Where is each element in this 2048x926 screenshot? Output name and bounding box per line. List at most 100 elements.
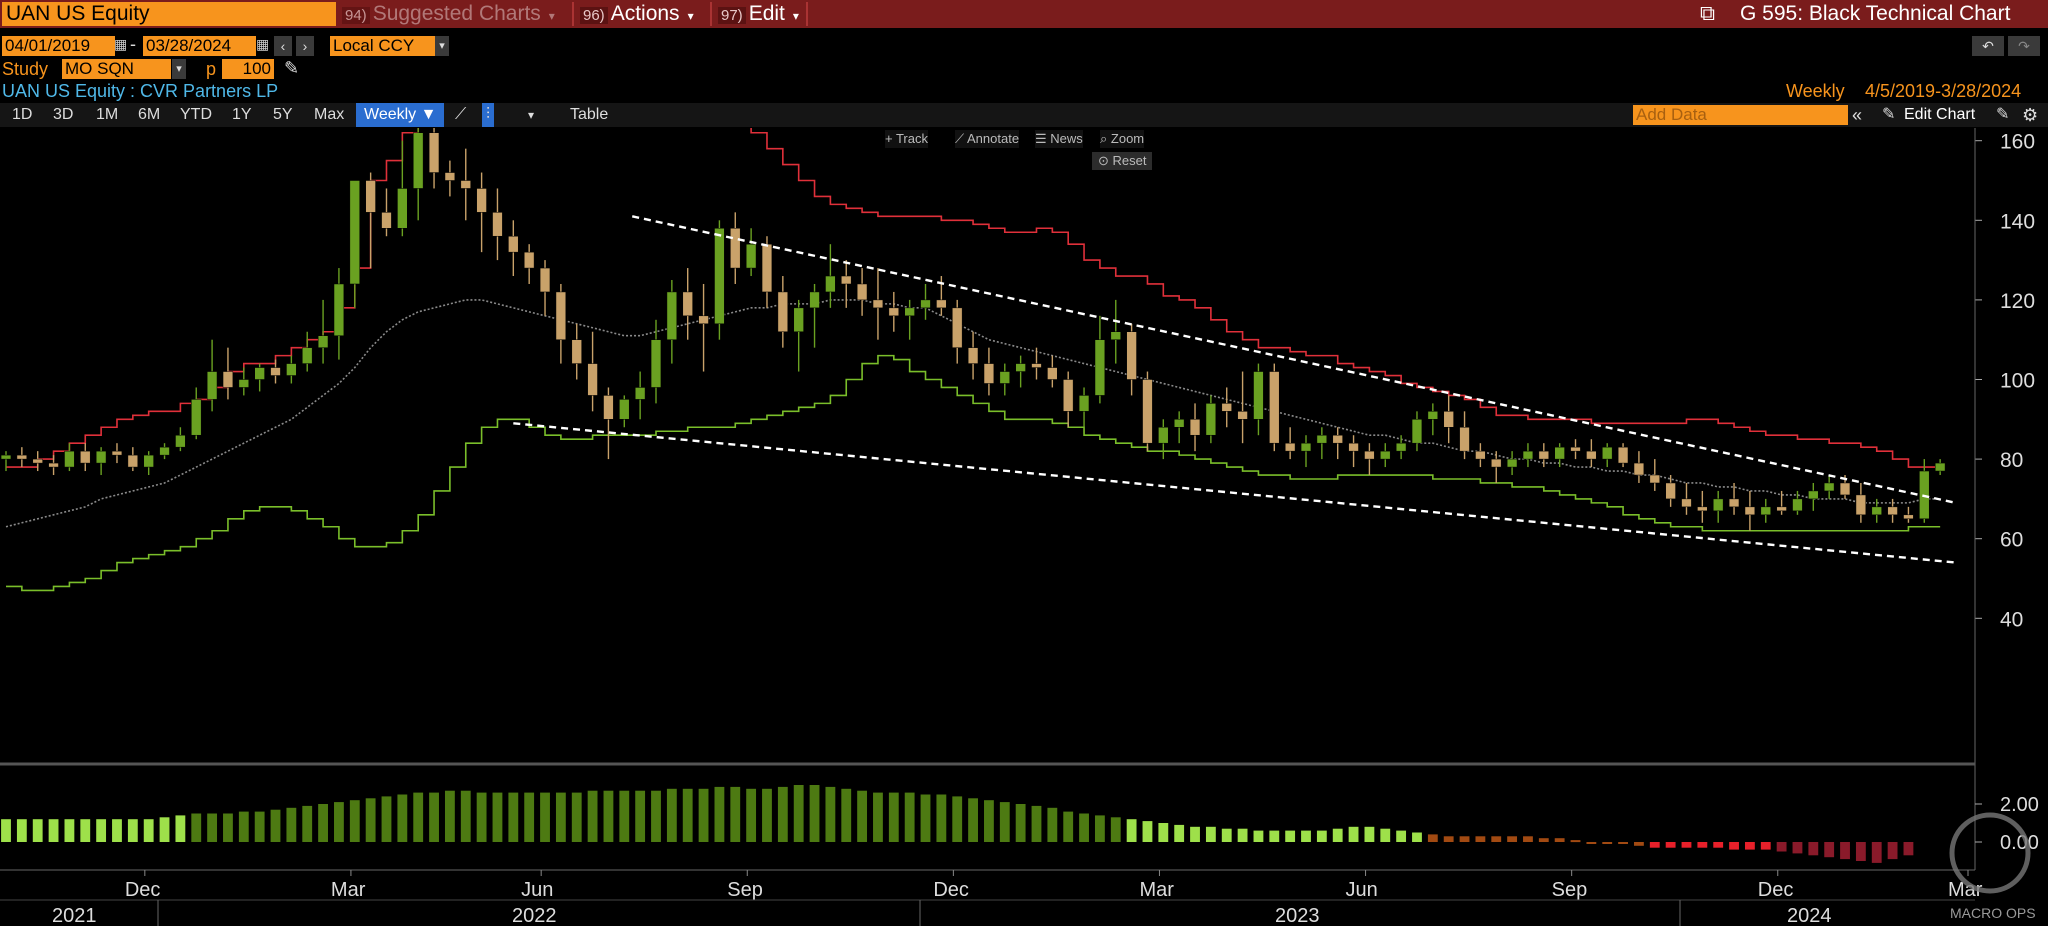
reset-button[interactable]: ⊙ Reset: [1092, 152, 1153, 170]
zoom-tool[interactable]: ⌕ Zoom: [1100, 130, 1145, 148]
redo-icon[interactable]: ↷: [2008, 36, 2040, 56]
candle-body: [159, 446, 170, 456]
candle-body: [666, 291, 678, 340]
calendar-icon[interactable]: ▦: [256, 36, 270, 52]
candle-body: [444, 172, 456, 181]
table-button[interactable]: Table: [570, 106, 609, 123]
line-chart-icon[interactable]: ⟋: [455, 106, 467, 123]
edit-chart-button[interactable]: Edit Chart: [1904, 106, 1976, 123]
pencil-icon[interactable]: ✎: [284, 58, 300, 78]
candle-body: [1142, 379, 1153, 444]
candle-body: [1031, 363, 1042, 368]
start-date-field[interactable]: 04/01/2019: [2, 36, 115, 56]
candle-body: [967, 347, 979, 364]
histogram-bar: [1158, 823, 1169, 842]
period-max[interactable]: Max: [314, 106, 345, 123]
add-data-input[interactable]: Add Data: [1633, 105, 1848, 125]
histogram-bar: [746, 788, 757, 842]
study-tick-label: 2.00: [2000, 794, 2039, 816]
p-input[interactable]: 100: [222, 59, 274, 79]
price-axis: 406080100120140160180: [1974, 128, 2035, 870]
pencil-box-icon[interactable]: ✎: [1996, 106, 2010, 123]
pencil-icon[interactable]: ✎: [1882, 106, 1896, 123]
period-5y[interactable]: 5Y: [273, 106, 293, 123]
gear-icon[interactable]: ⚙: [2022, 105, 2039, 125]
collapse-icon[interactable]: «: [1852, 105, 1863, 125]
period-1y[interactable]: 1Y: [232, 106, 252, 123]
period-1m[interactable]: 1M: [96, 106, 119, 123]
period-ytd[interactable]: YTD: [180, 106, 212, 123]
histogram-bar: [1681, 842, 1692, 848]
histogram-bar: [619, 790, 630, 842]
histogram-bar: [1903, 842, 1914, 856]
candle-body: [539, 267, 551, 293]
candle-body: [1158, 427, 1169, 444]
histogram-bar: [397, 794, 408, 842]
undo-icon[interactable]: ↶: [1972, 36, 2004, 56]
track-tool[interactable]: + Track: [885, 130, 928, 148]
launch-icon[interactable]: ⧉: [1700, 2, 1715, 25]
candle-body: [460, 180, 471, 189]
end-date-field[interactable]: 03/28/2024: [143, 36, 256, 56]
chevron-down-icon: ▾: [548, 9, 555, 23]
news-icon: ☰: [1035, 131, 1051, 146]
watermark-text: MACRO OPS: [1950, 905, 2036, 921]
time-axis: Dec Mar Jun Sep Dec Mar Jun Sep Dec Mar 2021 2022 20…: [0, 869, 1983, 926]
chevron-down-icon[interactable]: ▾: [528, 108, 535, 122]
histogram-bar: [1554, 838, 1565, 842]
histogram-bar: [825, 786, 836, 842]
histogram-bar: [444, 790, 455, 842]
candle-body: [254, 367, 265, 380]
currency-select[interactable]: Local CCY: [330, 36, 438, 56]
histogram-bar: [1142, 821, 1153, 842]
candle-body: [1887, 506, 1898, 516]
histogram-bar: [1443, 836, 1454, 842]
histogram-bar: [1649, 842, 1660, 848]
price-tick-label: 160: [2000, 131, 2035, 154]
candle-body: [1475, 450, 1486, 460]
histogram-bar: [476, 792, 487, 842]
period-3d[interactable]: 3D: [53, 106, 74, 123]
candle-body: [888, 307, 899, 317]
year-label: 2024: [1787, 905, 1832, 926]
histogram-bar: [1887, 842, 1898, 860]
frequency-button[interactable]: Weekly ▼: [356, 103, 445, 127]
annotate-tool[interactable]: ⟋ Annotate: [955, 130, 1020, 148]
histogram-bar: [936, 794, 947, 842]
month-label: Jun: [1346, 879, 1378, 901]
edit-menu[interactable]: 97) Edit ▾: [718, 2, 799, 26]
histogram-bar: [1015, 804, 1026, 842]
candle-body: [1522, 450, 1534, 460]
candle-body: [1395, 442, 1407, 452]
candle-body: [1681, 498, 1692, 508]
prev-period-button[interactable]: ‹: [274, 36, 292, 56]
histogram-bar: [1744, 842, 1755, 850]
histogram-bar: [349, 800, 360, 842]
ticker-field[interactable]: UAN US Equity: [2, 2, 336, 26]
month-label: Mar: [1139, 879, 1174, 901]
histogram-bar: [1792, 842, 1803, 854]
histogram-bar: [112, 819, 122, 842]
suggested-charts-menu[interactable]: 94) Suggested Charts ▾: [342, 2, 555, 26]
period-6m[interactable]: 6M: [138, 106, 161, 123]
actions-num: 96): [580, 7, 608, 24]
candlestick-icon[interactable]: ⫶: [482, 103, 495, 127]
histogram-bar: [1412, 832, 1422, 842]
chart-title: G 595: Black Technical Chart: [1740, 2, 2011, 25]
price-chart[interactable]: 406080100120140160180 2.000.00 DecMarJun…: [0, 128, 2048, 926]
chevron-down-icon[interactable]: ▾: [435, 36, 449, 56]
date-range-label: 4/5/2019-3/28/2024: [1865, 81, 2022, 101]
histogram-bar: [413, 792, 424, 842]
calendar-icon[interactable]: ▦: [114, 36, 128, 52]
actions-menu[interactable]: 96) Actions ▾: [580, 2, 694, 26]
next-period-button[interactable]: ›: [296, 36, 314, 56]
news-tool[interactable]: ☰ News: [1035, 130, 1083, 148]
study-select[interactable]: MO SQN: [62, 59, 171, 79]
histogram-bar: [873, 792, 883, 842]
candle-body: [492, 212, 503, 237]
histogram-bar: [1507, 836, 1518, 842]
period-1d[interactable]: 1D: [12, 106, 33, 123]
chevron-down-icon[interactable]: ▾: [172, 59, 186, 79]
histogram-bar: [16, 819, 27, 842]
histogram-bar: [1634, 842, 1644, 846]
